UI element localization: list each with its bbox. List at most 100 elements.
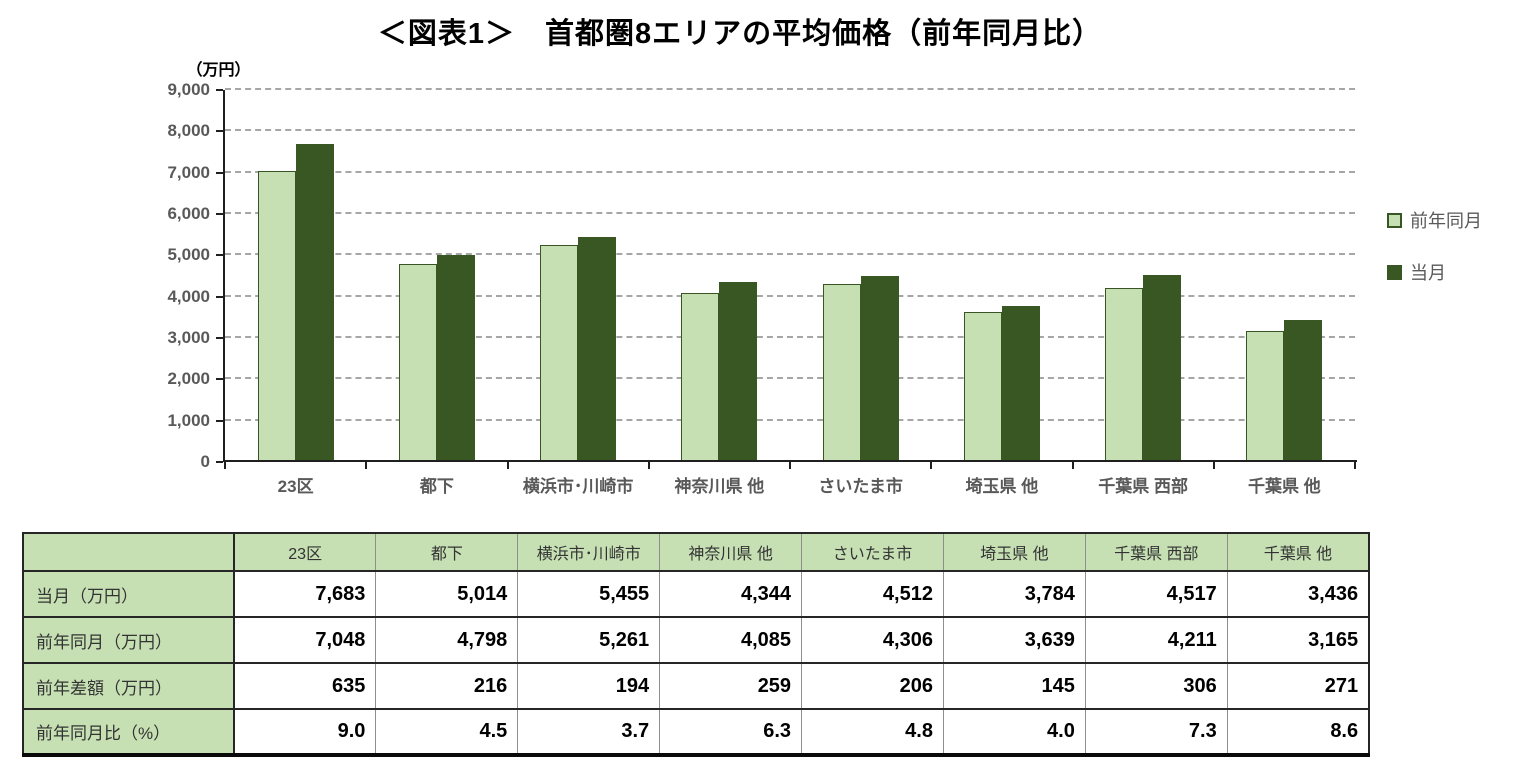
value-cell: 216	[375, 662, 519, 710]
legend-label-当月: 当月	[1410, 263, 1446, 283]
bar-prev-year-埼玉県 他	[963, 311, 1002, 462]
bar-group-23区	[225, 90, 366, 462]
legend-swatch-prev-year	[1387, 212, 1402, 228]
bar-current-month-神奈川県 他	[719, 282, 758, 462]
y-tick-label-4,000: 4,000	[167, 286, 210, 306]
value-cell: 4,211	[1084, 616, 1228, 664]
bar-current-month-千葉県 他	[1284, 319, 1323, 462]
row-label-cell: 前年同月比（%）	[22, 708, 235, 756]
value-cell: 635	[233, 662, 377, 710]
y-tick-label-6,000: 6,000	[167, 204, 210, 223]
value-cell: 3,639	[942, 616, 1086, 664]
value-cell: 8.6	[1226, 708, 1370, 756]
value-cell: 4,512	[801, 570, 944, 618]
bar-group-横浜市･川崎市	[508, 90, 649, 462]
value-cell: 6.3	[659, 708, 803, 756]
x-category-label-千葉県 西部: 千葉県 西部	[1098, 477, 1188, 496]
y-tick-label-5,000: 5,000	[167, 245, 210, 265]
bar-current-month-都下	[436, 254, 475, 462]
bar-group-さいたま市	[790, 90, 931, 462]
x-axis-tick	[224, 462, 226, 469]
x-axis-tick	[789, 462, 791, 469]
value-cell: 4.5	[375, 708, 519, 756]
bar-prev-year-横浜市･川崎市	[540, 244, 579, 462]
x-category-label-千葉県 他: 千葉県 他	[1248, 477, 1321, 496]
gridline-4000	[225, 294, 1355, 297]
value-cell: 259	[659, 662, 803, 710]
legend-item-前年同月: 前年同月	[1387, 210, 1482, 231]
bar-current-month-千葉県 西部	[1143, 275, 1182, 462]
x-category-label-23区: 23区	[277, 477, 314, 496]
value-cell: 9.0	[233, 708, 377, 756]
table-header-cell-千葉県 他: 千葉県 他	[1226, 532, 1370, 572]
value-cell: 4,517	[1084, 570, 1228, 618]
bar-prev-year-23区	[257, 170, 296, 462]
chart-legend: 前年同月 当月	[1387, 210, 1482, 314]
legend-label-前年同月: 前年同月	[1410, 211, 1482, 231]
gridline-2000	[225, 377, 1355, 380]
table-corner-cell	[22, 532, 235, 572]
value-cell: 3,165	[1226, 616, 1370, 664]
value-cell: 3,436	[1226, 570, 1370, 618]
value-cell: 4,306	[801, 616, 944, 664]
y-tick-label-3,000: 3,000	[167, 328, 210, 347]
table-row-前年差額（万円）: 前年差額（万円） 635 216 194 259 206 145 306 271	[22, 662, 1370, 710]
gridline-1000	[225, 418, 1355, 421]
x-category-label-神奈川県 他: 神奈川県 他	[674, 477, 765, 496]
value-cell: 5,014	[375, 570, 519, 618]
value-cell: 4,798	[375, 616, 519, 664]
bar-prev-year-神奈川県 他	[681, 293, 720, 462]
x-axis-tick	[930, 462, 933, 469]
price-table: 23区 都下 横浜市･川崎市 神奈川県 他さいたま市 埼玉県 他千葉県 西部 千葉県 他 …	[22, 532, 1371, 757]
x-category-label-横浜市･川崎市: 横浜市･川崎市	[522, 477, 634, 496]
x-axis-tick	[1212, 462, 1215, 469]
x-axis-line	[223, 460, 1357, 462]
value-cell: 4,344	[659, 570, 803, 618]
y-tick-label-9,000: 9,000	[167, 80, 210, 99]
y-axis-tick	[216, 461, 223, 463]
y-axis-tick	[216, 378, 223, 381]
x-axis-tick	[647, 462, 650, 469]
y-axis-tick	[216, 337, 223, 339]
y-axis-tick	[216, 213, 223, 215]
y-tick-label-1,000: 1,000	[167, 410, 210, 430]
table-header-cell-神奈川県 他: 神奈川県 他	[659, 532, 803, 572]
x-category-label-埼玉県 他: 埼玉県 他	[965, 477, 1039, 496]
y-axis-unit-label: （万円）	[186, 62, 251, 79]
value-cell: 3,784	[942, 570, 1086, 618]
y-axis-tick	[216, 130, 223, 133]
value-cell: 145	[942, 662, 1086, 710]
gridline-9000	[225, 88, 1355, 90]
table-header-row: 23区 都下 横浜市･川崎市 神奈川県 他さいたま市 埼玉県 他千葉県 西部 千葉県 他	[22, 532, 1370, 572]
value-cell: 306	[1084, 662, 1228, 710]
gridline-5000	[225, 253, 1355, 256]
value-cell: 271	[1226, 662, 1370, 710]
bar-group-千葉県 他	[1214, 90, 1355, 462]
table-row-当月（万円）: 当月（万円） 7,683 5,014 5,455 4,344 4,512 3,784 4,51…	[22, 570, 1370, 618]
value-cell: 5,455	[517, 570, 661, 618]
bar-current-month-さいたま市	[860, 275, 899, 462]
table-header-cell-千葉県 西部: 千葉県 西部	[1084, 532, 1228, 572]
value-cell: 7.3	[1084, 708, 1228, 756]
x-category-label-さいたま市: さいたま市	[818, 477, 903, 496]
table-header-cell-横浜市･川崎市: 横浜市･川崎市	[517, 532, 661, 572]
value-cell: 7,048	[233, 616, 377, 664]
bar-current-month-埼玉県 他	[1001, 305, 1040, 462]
value-cell: 4.8	[801, 708, 944, 756]
table-header-cell-23区: 23区	[233, 532, 377, 572]
table-header-cell-都下: 都下	[375, 532, 519, 572]
y-axis-tick	[216, 171, 223, 174]
table-row-前年同月比（%）: 前年同月比（%） 9.0 4.5 3.7 6.3 4.8 4.0 7.3 8.6	[22, 708, 1370, 756]
bar-current-month-横浜市･川崎市	[578, 236, 617, 462]
y-tick-label-0: 0	[200, 452, 210, 471]
bar-group-都下	[366, 90, 507, 462]
table-row-前年同月（万円）: 前年同月（万円） 7,048 4,798 5,261 4,085 4,306 3,639 4,…	[22, 616, 1370, 664]
y-tick-label-7,000: 7,000	[167, 162, 210, 182]
legend-item-当月: 当月	[1387, 262, 1482, 283]
legend-swatch-current-month	[1387, 264, 1402, 280]
value-cell: 7,683	[233, 570, 377, 618]
bar-current-month-23区	[295, 144, 334, 462]
bar-prev-year-千葉県 西部	[1105, 287, 1144, 462]
value-cell: 5,261	[517, 616, 661, 664]
